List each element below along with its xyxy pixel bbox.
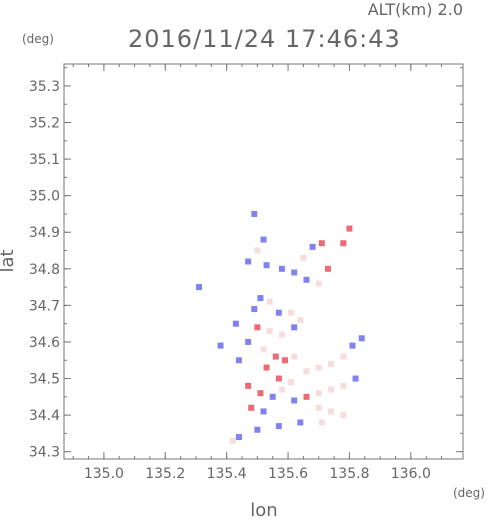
echo-cell	[349, 342, 356, 349]
altitude-label: ALT(km) 2.0	[368, 0, 463, 19]
echo-cell	[229, 437, 236, 444]
x-tick-label: 135.6	[268, 466, 308, 482]
plot-frame	[63, 63, 464, 460]
echo-cell	[291, 324, 298, 331]
echo-cell	[340, 240, 347, 247]
echo-cell	[260, 236, 267, 243]
echo-cell	[245, 258, 252, 265]
x-unit-label: (deg)	[453, 486, 485, 500]
echo-cell	[257, 390, 264, 397]
y-tick-label: 34.6	[29, 335, 60, 351]
x-tick-label: 135.4	[207, 466, 247, 482]
x-tick-label: 136.0	[391, 466, 431, 482]
echo-cell	[297, 317, 304, 324]
echo-cell	[318, 240, 325, 247]
echo-cell	[275, 375, 282, 382]
echo-cell	[263, 364, 270, 371]
echo-cell	[291, 353, 298, 360]
y-tick-label: 34.4	[29, 408, 60, 424]
echo-cell	[254, 247, 261, 254]
echo-cell	[315, 390, 322, 397]
echo-cell	[235, 357, 242, 364]
echo-cell	[275, 309, 282, 316]
echo-cell	[315, 280, 322, 287]
echo-cell	[318, 419, 325, 426]
tick-labels: 135.0 135.2 135.4 135.6 135.8 136.0 34.3 34.4 34…	[29, 79, 431, 482]
echo-cell	[196, 284, 203, 291]
echo-cell	[340, 382, 347, 389]
y-tick-label: 35.3	[29, 79, 60, 95]
echo-cell	[328, 386, 335, 393]
y-tick-label: 34.3	[29, 445, 60, 461]
y-unit-label: (deg)	[22, 32, 54, 46]
echo-cell	[328, 360, 335, 367]
echo-cell	[254, 324, 261, 331]
x-tick-label: 135.0	[84, 466, 124, 482]
echo-cell	[269, 393, 276, 400]
echo-cell	[303, 276, 310, 283]
echo-cell	[245, 382, 252, 389]
y-tick-label: 34.5	[29, 372, 60, 388]
echo-cell	[346, 225, 353, 232]
echo-cell	[340, 412, 347, 419]
echo-cell	[254, 426, 261, 433]
echo-cell	[352, 375, 359, 382]
echo-cell	[297, 419, 304, 426]
x-axis-title: lon	[250, 500, 277, 521]
data-layer	[196, 210, 365, 444]
echo-cell	[315, 364, 322, 371]
echo-cell	[263, 262, 270, 269]
echo-cell	[275, 423, 282, 430]
echo-cell	[251, 210, 258, 217]
echo-cell	[324, 265, 331, 272]
echo-cell	[309, 243, 316, 250]
echo-cell	[358, 335, 365, 342]
echo-cell	[328, 408, 335, 415]
echo-cell	[272, 353, 279, 360]
timestamp: 2016/11/24 17:46:43	[128, 25, 401, 53]
y-tick-label: 34.9	[29, 225, 60, 241]
echo-cell	[251, 306, 258, 313]
echo-cell	[291, 269, 298, 276]
echo-cell	[291, 397, 298, 404]
ticks	[64, 64, 463, 459]
echo-cell	[235, 434, 242, 441]
echo-cell	[278, 331, 285, 338]
echo-cell	[303, 393, 310, 400]
echo-cell	[232, 320, 239, 327]
echo-cell	[281, 357, 288, 364]
echo-cell	[217, 342, 224, 349]
y-tick-label: 35.0	[29, 189, 60, 205]
y-tick-label: 35.2	[29, 116, 60, 132]
echo-cell	[315, 404, 322, 411]
echo-cell	[245, 338, 252, 345]
echo-cell	[340, 353, 347, 360]
echo-cell	[266, 298, 273, 305]
x-tick-label: 135.2	[145, 466, 185, 482]
echo-cell	[266, 327, 273, 334]
y-tick-label: 34.7	[29, 298, 60, 314]
echo-cell	[260, 408, 267, 415]
echo-cell	[260, 346, 267, 353]
echo-cell	[288, 309, 295, 316]
echo-cell	[278, 386, 285, 393]
x-tick-label: 135.8	[329, 466, 369, 482]
y-tick-label: 34.8	[29, 262, 60, 278]
y-axis-title: lat	[0, 249, 18, 272]
echo-cell	[278, 265, 285, 272]
echo-cell	[248, 404, 255, 411]
echo-cell	[288, 379, 295, 386]
echo-cell	[257, 295, 264, 302]
echo-cell	[300, 254, 307, 261]
y-tick-label: 35.1	[29, 152, 60, 168]
echo-cell	[303, 368, 310, 375]
